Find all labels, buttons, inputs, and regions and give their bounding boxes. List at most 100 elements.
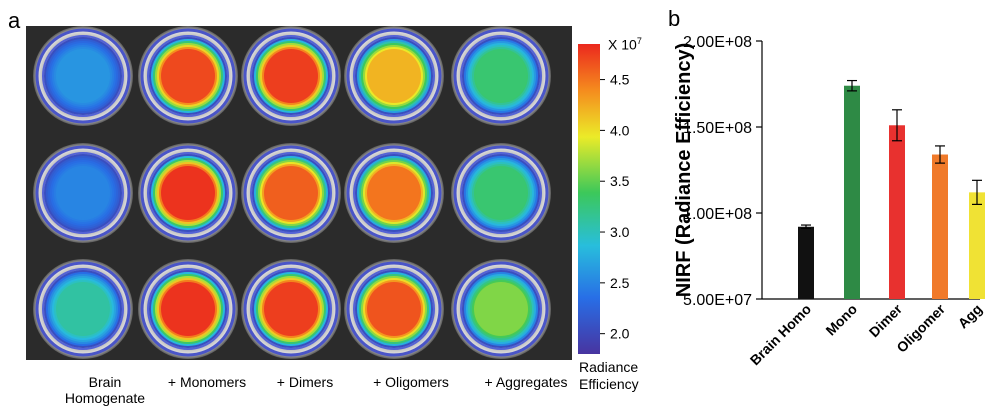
well-signal-core xyxy=(368,167,420,219)
well-plate-svg xyxy=(33,26,551,359)
well-outer-ring xyxy=(140,28,236,124)
colorbar-tick-label: 2.0 xyxy=(610,326,630,342)
well-signal-core xyxy=(57,283,109,335)
well xyxy=(344,259,444,359)
column-label-brain-homogenate: Brain Homogenate xyxy=(50,374,160,406)
well-outer-ring xyxy=(243,261,339,357)
well-signal-core xyxy=(57,167,109,219)
well-outer-ring xyxy=(453,261,549,357)
well-outer-ring xyxy=(346,145,442,241)
well-inner-ring xyxy=(250,35,332,117)
well xyxy=(344,143,444,243)
colorbar-caption-line2: Efficiency xyxy=(579,376,639,392)
well-signal-core xyxy=(57,50,109,102)
well-signal-core xyxy=(162,167,214,219)
well-signal-core xyxy=(162,283,214,335)
well-inner-ring xyxy=(147,152,229,234)
well xyxy=(33,259,133,359)
well-outer-ring xyxy=(35,145,131,241)
well-outer-ring xyxy=(346,28,442,124)
well-outer-ring xyxy=(35,28,131,124)
y-tick-label: 5.00E+07 xyxy=(683,292,752,309)
column-label-oligomers: + Oligomers xyxy=(373,374,449,390)
well-signal-core xyxy=(475,283,527,335)
well-inner-ring xyxy=(147,268,229,350)
well-signal-core xyxy=(368,283,420,335)
well-inner-ring xyxy=(460,268,542,350)
well xyxy=(33,26,133,126)
well-inner-ring xyxy=(353,35,435,117)
colorbar-tick-label: 4.5 xyxy=(610,72,630,88)
well-inner-ring xyxy=(42,268,124,350)
colorbar-multiplier: X 107 xyxy=(608,36,642,53)
column-label-homogenate: Homogenate xyxy=(64,390,146,406)
colorbar-tick-label: 3.0 xyxy=(610,224,630,240)
bar-mono xyxy=(844,85,860,299)
well xyxy=(344,26,444,126)
well-signal-core xyxy=(162,50,214,102)
well xyxy=(241,26,341,126)
well-inner-ring xyxy=(353,268,435,350)
y-axis-label: NIRF (Radiance Efficiency) xyxy=(673,43,695,298)
y-tick-label: 2.00E+08 xyxy=(683,34,752,51)
column-label-monomers: + Monomers xyxy=(167,374,247,390)
colorbar-caption-line1: Radiance xyxy=(579,359,639,375)
bar-agg xyxy=(969,192,985,299)
well xyxy=(241,143,341,243)
well-outer-ring xyxy=(243,28,339,124)
well-inner-ring xyxy=(460,35,542,117)
panel-b-letter: b xyxy=(668,6,681,31)
colorbar-caption: Radiance Efficiency xyxy=(579,359,639,393)
well xyxy=(138,259,238,359)
well-inner-ring xyxy=(250,152,332,234)
colorbar-tick-label: 2.5 xyxy=(610,275,630,291)
well-outer-ring xyxy=(453,28,549,124)
well xyxy=(33,143,133,243)
well xyxy=(138,26,238,126)
well xyxy=(451,259,551,359)
well-signal-core xyxy=(265,283,317,335)
well xyxy=(138,143,238,243)
well-signal-core xyxy=(265,167,317,219)
well-outer-ring xyxy=(35,261,131,357)
x-tick-label: Agg xyxy=(955,301,985,332)
well-inner-ring xyxy=(250,268,332,350)
well-inner-ring xyxy=(460,152,542,234)
well-signal-core xyxy=(475,50,527,102)
colorbar-multiplier-exponent: 7 xyxy=(636,36,642,46)
well-outer-ring xyxy=(140,145,236,241)
bar-brain-homo xyxy=(798,226,814,299)
colorbar-gradient xyxy=(578,44,600,354)
column-label-aggregates: + Aggregates xyxy=(484,374,568,390)
x-tick-label: Dimer xyxy=(866,300,906,340)
well-inner-ring xyxy=(42,152,124,234)
well-plate-image xyxy=(26,26,572,360)
well-signal-core xyxy=(265,50,317,102)
well xyxy=(241,259,341,359)
bar-dimer xyxy=(889,125,905,299)
column-label-dimers: + Dimers xyxy=(276,374,334,390)
colorbar-tick-label: 4.0 xyxy=(610,122,630,138)
well-inner-ring xyxy=(353,152,435,234)
x-tick-label: Brain Homo xyxy=(747,301,814,368)
well-outer-ring xyxy=(140,261,236,357)
well-outer-ring xyxy=(346,261,442,357)
well-signal-core xyxy=(368,50,420,102)
well-outer-ring xyxy=(243,145,339,241)
x-tick-label: Mono xyxy=(822,301,860,339)
well xyxy=(451,26,551,126)
well xyxy=(451,143,551,243)
well-inner-ring xyxy=(42,35,124,117)
panel-a-letter: a xyxy=(8,8,21,33)
column-label-brain: Brain xyxy=(88,374,122,390)
colorbar-multiplier-base: X 10 xyxy=(608,36,637,53)
colorbar-tick-label: 3.5 xyxy=(610,173,630,189)
y-tick-label: 1.00E+08 xyxy=(683,206,752,223)
well-signal-core xyxy=(475,167,527,219)
well-inner-ring xyxy=(147,35,229,117)
well-outer-ring xyxy=(453,145,549,241)
bar-oligomer xyxy=(932,154,948,299)
y-tick-label: 1.50E+08 xyxy=(683,120,752,137)
